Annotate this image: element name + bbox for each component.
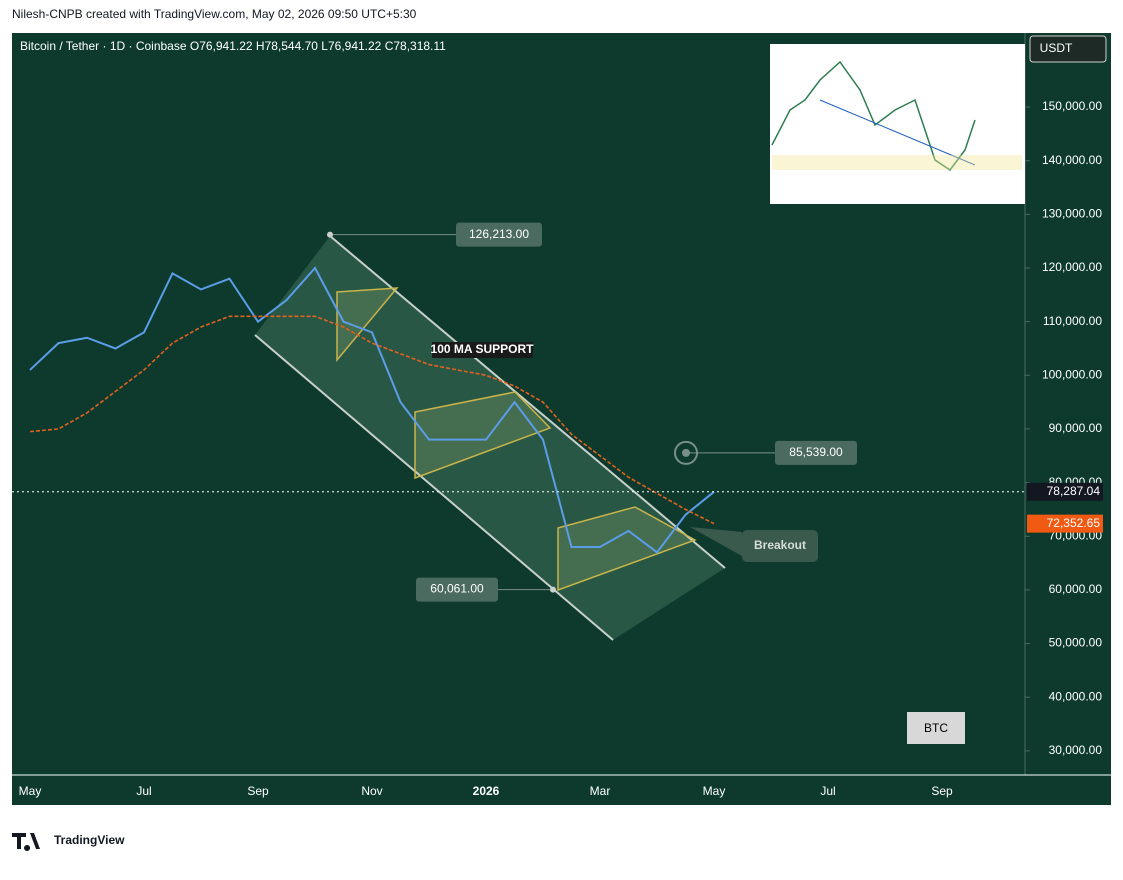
y-tick-label: 130,000.00 xyxy=(1042,207,1102,221)
legend: Bitcoin / Tether · 1D · Coinbase O76,941… xyxy=(20,39,446,53)
x-tick-label: Jul xyxy=(820,784,835,798)
ma-note: 100 MA SUPPORT xyxy=(431,342,535,356)
annotation-label: 60,061.00 xyxy=(430,582,484,596)
price-label-box xyxy=(1027,482,1103,501)
y-tick-label: 90,000.00 xyxy=(1049,421,1103,435)
breakout-box xyxy=(742,530,818,562)
channel-fill xyxy=(255,236,725,640)
x-tick-label: May xyxy=(19,784,42,798)
target-dot xyxy=(682,448,690,457)
annotation-point xyxy=(327,231,333,238)
inset-line xyxy=(771,60,976,172)
inset-image xyxy=(770,44,1025,204)
annotation-point xyxy=(550,586,556,593)
annotation-box xyxy=(775,440,857,465)
x-tick-label: Mar xyxy=(590,784,611,798)
inset-zone xyxy=(772,155,1022,170)
price-label-box xyxy=(1027,514,1103,533)
logo-text: TradingView xyxy=(54,833,125,847)
x-tick-label: Jul xyxy=(136,784,151,798)
annotation-label: 126,213.00 xyxy=(469,227,529,241)
breakout-pointer xyxy=(690,527,742,556)
y-tick-label: 40,000.00 xyxy=(1049,689,1103,703)
credit: Nilesh-CNPB created with TradingView.com… xyxy=(12,7,417,21)
flag-2 xyxy=(414,391,552,480)
logo-icon xyxy=(12,833,40,851)
x-tick-label: Sep xyxy=(247,784,269,798)
watermark: BTC xyxy=(924,721,948,735)
annotation-box xyxy=(456,222,542,247)
y-tick-label: 50,000.00 xyxy=(1049,636,1103,650)
y-tick-label: 150,000.00 xyxy=(1042,99,1102,113)
currency-box[interactable] xyxy=(1029,35,1107,63)
price-label: 78,287.04 xyxy=(1047,484,1101,498)
price-label: 72,352.65 xyxy=(1047,516,1101,530)
y-tick-label: 110,000.00 xyxy=(1043,314,1102,328)
logo: TradingView xyxy=(12,833,125,851)
y-tick-label: 140,000.00 xyxy=(1042,153,1102,167)
x-tick-label: Sep xyxy=(931,784,953,798)
y-tick-label: 60,000.00 xyxy=(1049,582,1103,596)
y-tick-label: 100,000.00 xyxy=(1042,367,1102,381)
flag-1 xyxy=(336,287,399,363)
x-tick-label: 2026 xyxy=(473,784,500,798)
breakout-note: Breakout xyxy=(754,538,806,552)
annotation-label: 85,539.00 xyxy=(789,445,843,459)
x-tick-label: Nov xyxy=(361,784,382,798)
annotation-box xyxy=(416,577,498,602)
watermark-box xyxy=(907,712,965,744)
x-tick-label: May xyxy=(703,784,726,798)
price-line xyxy=(29,266,715,554)
note-box xyxy=(432,342,533,358)
ma-line xyxy=(29,315,715,525)
target-ring xyxy=(674,440,698,465)
flag-3 xyxy=(557,506,697,592)
currency: USDT xyxy=(1040,41,1073,55)
inset-channel xyxy=(819,99,976,166)
y-tick-label: 30,000.00 xyxy=(1049,743,1103,757)
y-tick-label: 120,000.00 xyxy=(1042,260,1102,274)
channel-top xyxy=(329,235,726,569)
